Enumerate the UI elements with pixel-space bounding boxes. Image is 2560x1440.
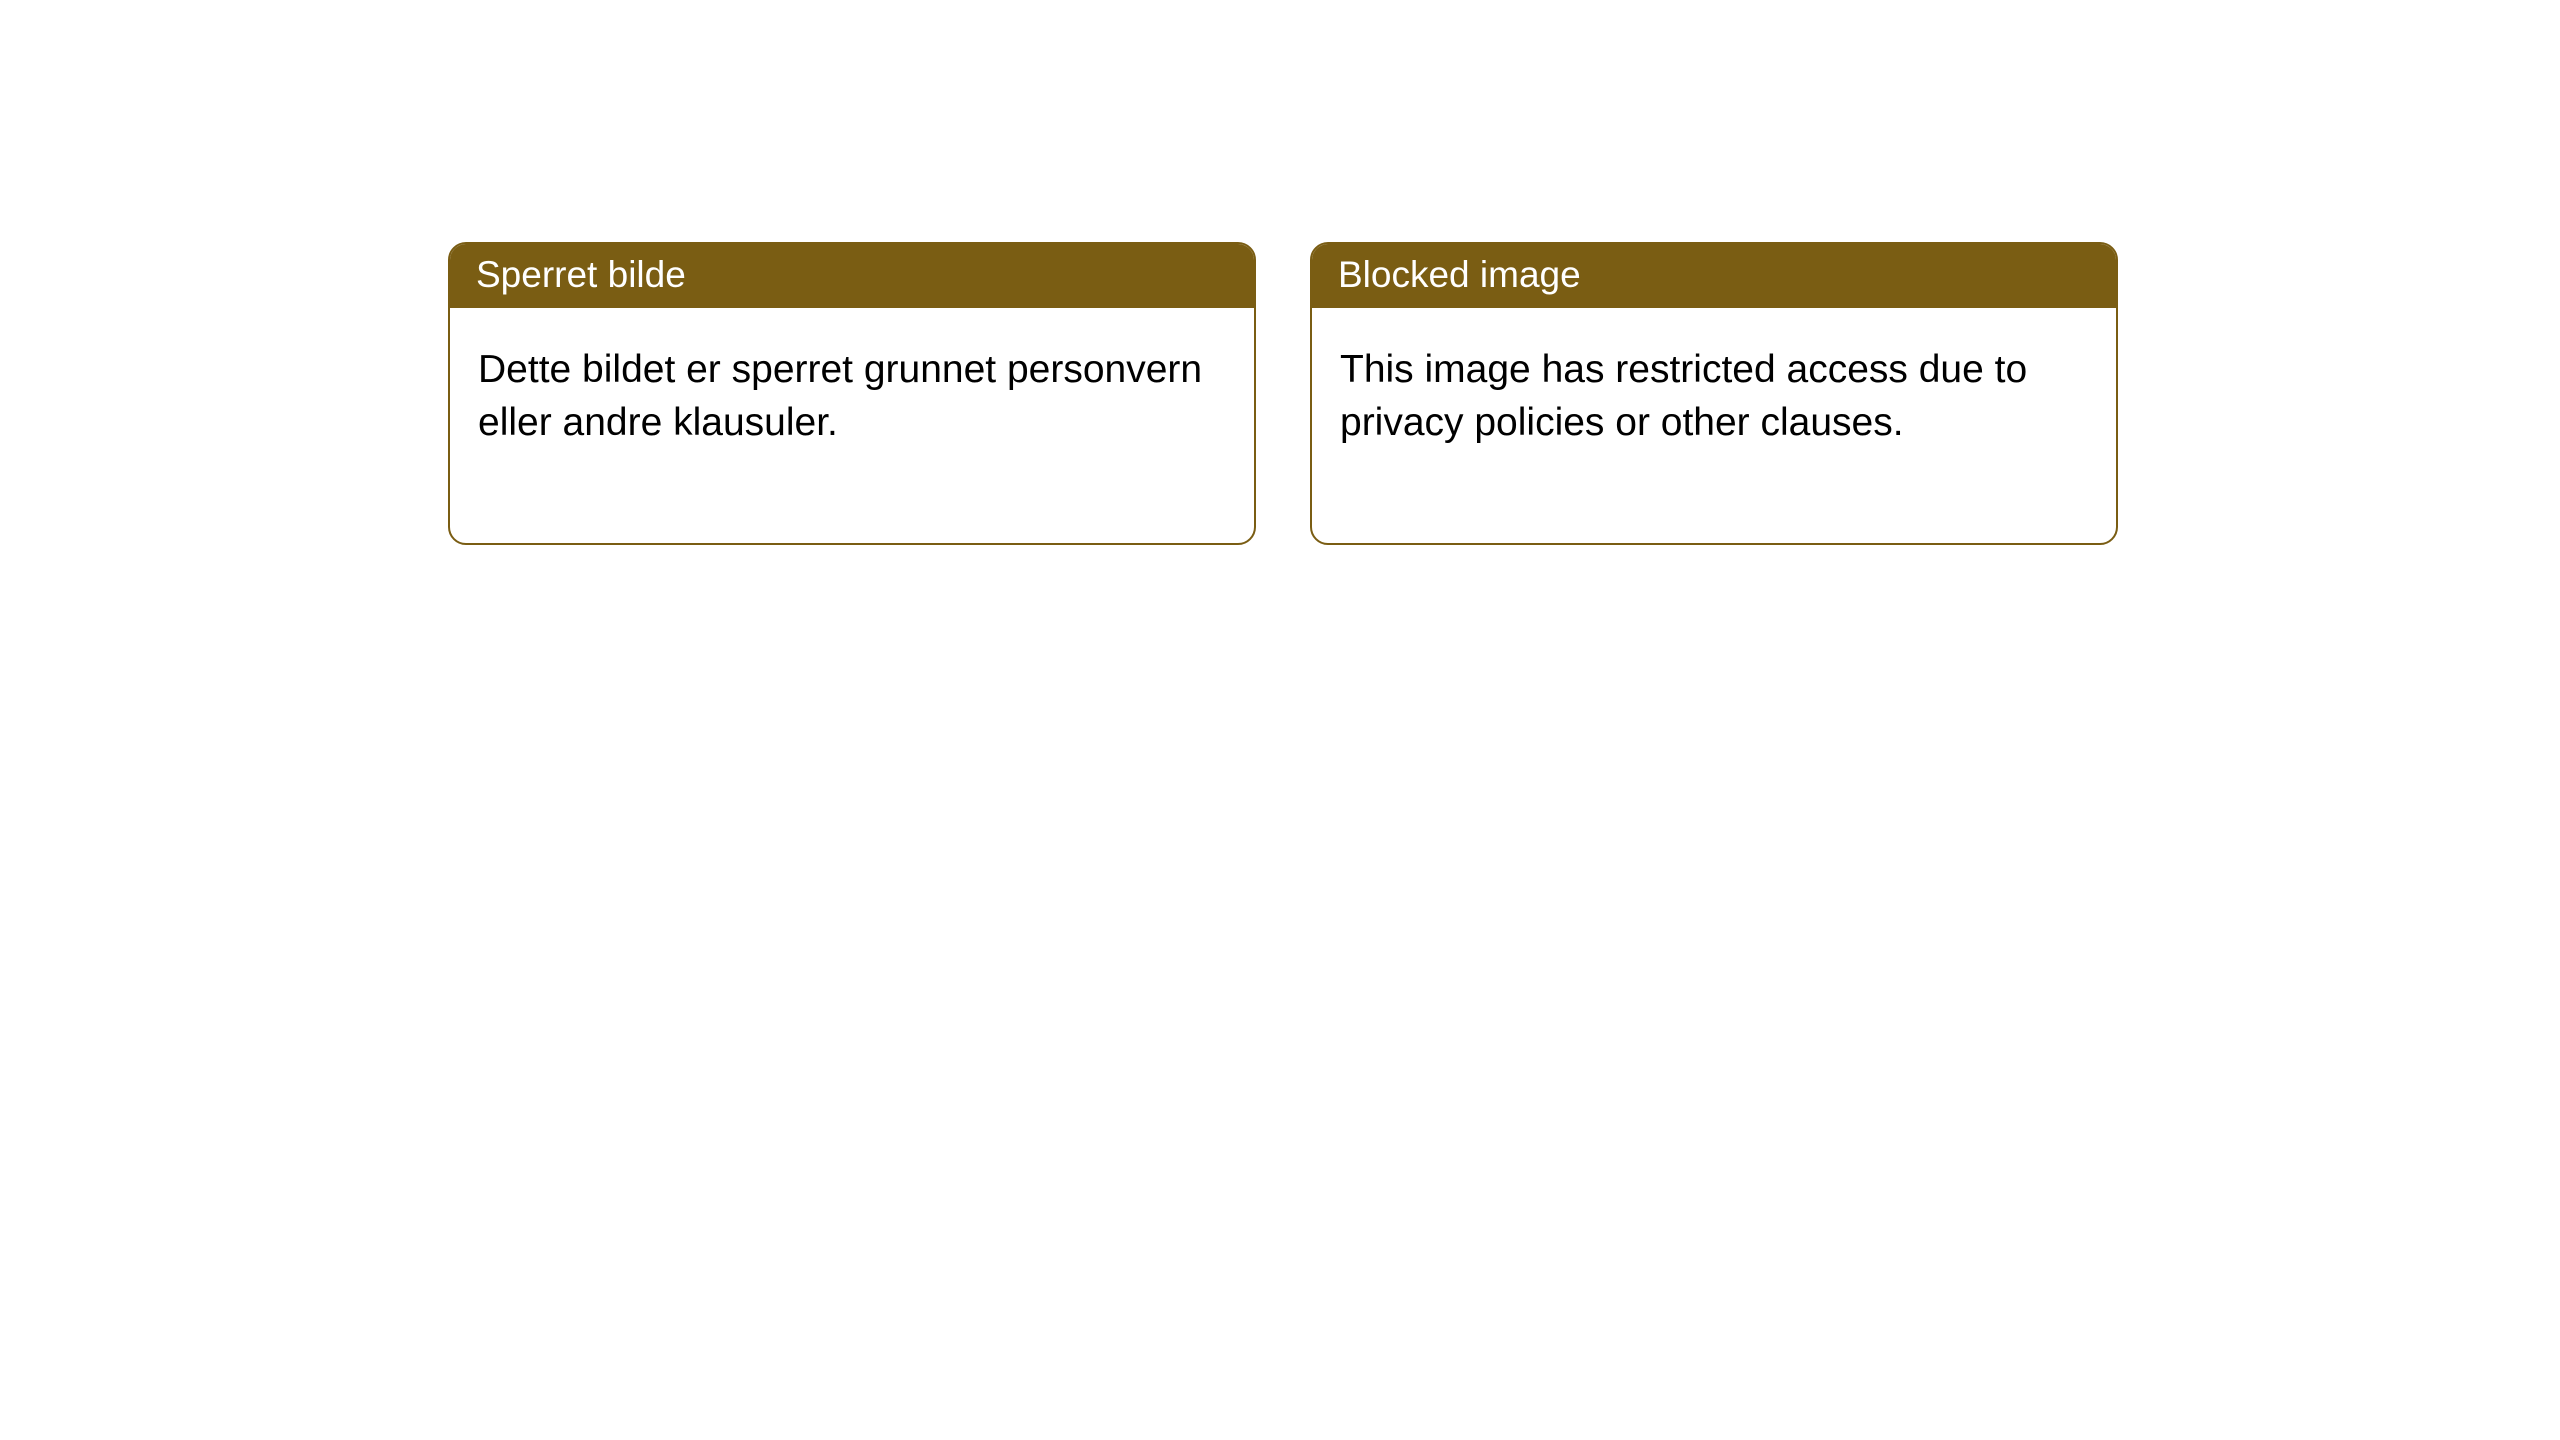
- notice-card-english: Blocked image This image has restricted …: [1310, 242, 2118, 545]
- notice-container: Sperret bilde Dette bildet er sperret gr…: [0, 0, 2560, 545]
- notice-body-english: This image has restricted access due to …: [1312, 308, 2116, 543]
- notice-body-norwegian: Dette bildet er sperret grunnet personve…: [450, 308, 1254, 543]
- notice-card-norwegian: Sperret bilde Dette bildet er sperret gr…: [448, 242, 1256, 545]
- notice-header-norwegian: Sperret bilde: [450, 244, 1254, 308]
- notice-header-english: Blocked image: [1312, 244, 2116, 308]
